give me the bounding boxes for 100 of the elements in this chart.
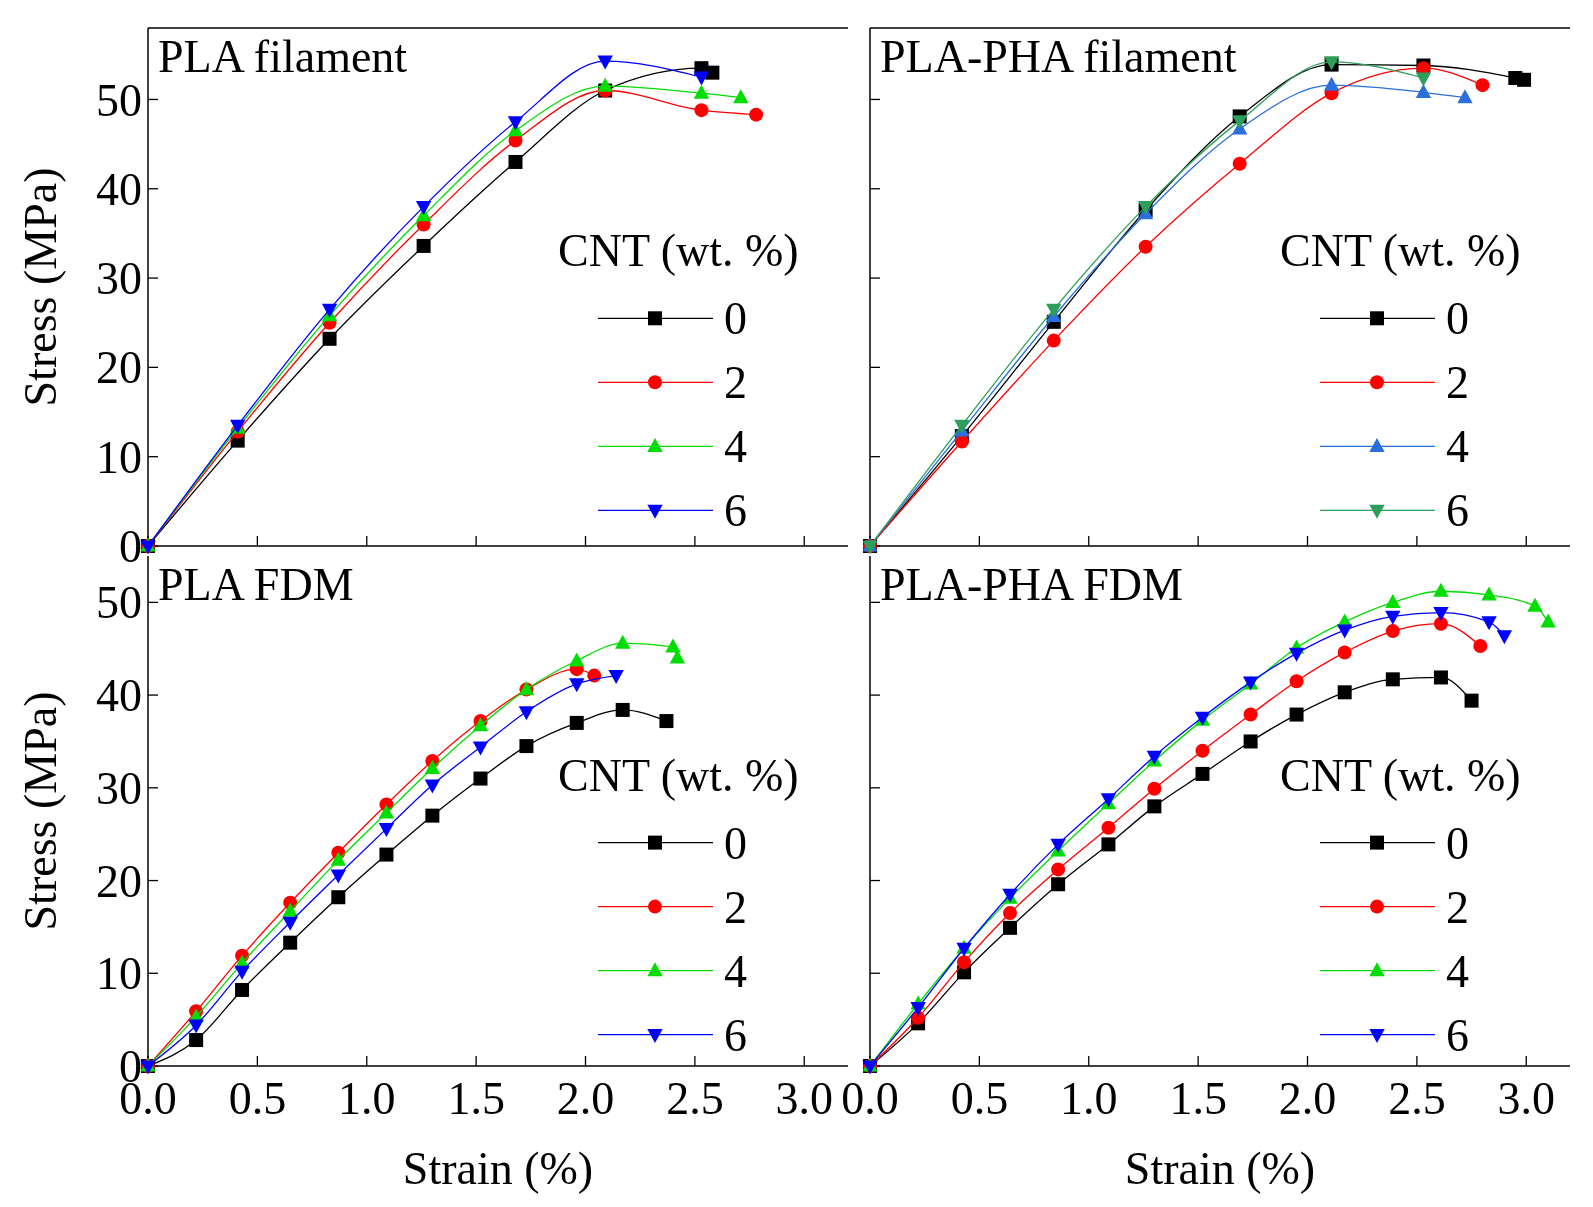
point bbox=[1415, 83, 1432, 98]
point bbox=[330, 851, 347, 866]
legend-label: 0 bbox=[724, 817, 747, 869]
point bbox=[1232, 156, 1247, 171]
y-tick-label: 0 bbox=[119, 521, 142, 573]
x-tick-label: 0.5 bbox=[228, 1073, 287, 1124]
legend-label: 2 bbox=[724, 357, 747, 409]
legend-label: 4 bbox=[724, 945, 747, 997]
point bbox=[473, 771, 488, 786]
legend-label: 4 bbox=[1446, 945, 1469, 997]
point bbox=[425, 808, 440, 823]
y-tick-label: 40 bbox=[96, 670, 142, 722]
chart-title: PLA filament bbox=[158, 31, 408, 82]
point bbox=[910, 1001, 926, 1016]
point bbox=[1288, 647, 1305, 662]
legend-title: CNT (wt. %) bbox=[558, 225, 799, 277]
point bbox=[1147, 799, 1162, 814]
point bbox=[957, 955, 972, 970]
point bbox=[749, 107, 764, 122]
point bbox=[1003, 906, 1017, 920]
x-tick-label: 0.5 bbox=[950, 1073, 1009, 1124]
point bbox=[569, 715, 584, 730]
point bbox=[416, 238, 431, 253]
legend-label: 6 bbox=[724, 485, 747, 537]
point bbox=[1243, 734, 1258, 749]
point bbox=[189, 1033, 204, 1048]
point bbox=[1336, 624, 1353, 639]
point bbox=[705, 65, 720, 80]
point bbox=[507, 116, 524, 131]
legend-title: CNT (wt. %) bbox=[558, 749, 799, 801]
point bbox=[1243, 707, 1258, 722]
point bbox=[1385, 593, 1401, 608]
point bbox=[1385, 624, 1400, 639]
point bbox=[693, 71, 710, 86]
x-tick-label: 1.0 bbox=[1060, 1073, 1118, 1124]
point bbox=[1003, 920, 1017, 935]
point bbox=[1138, 239, 1153, 254]
point bbox=[1385, 672, 1400, 687]
point bbox=[1289, 674, 1304, 689]
legend-label: 2 bbox=[1446, 357, 1469, 409]
point bbox=[472, 741, 489, 756]
y-axis-title: Stress (MPa) bbox=[15, 167, 66, 407]
legend-label: 6 bbox=[1446, 485, 1469, 537]
chart-title: PLA-PHA filament bbox=[880, 31, 1237, 82]
point bbox=[659, 714, 674, 729]
point bbox=[1050, 838, 1066, 853]
point bbox=[1540, 613, 1556, 628]
point bbox=[1337, 685, 1352, 700]
point bbox=[234, 965, 250, 980]
point bbox=[282, 916, 298, 931]
point bbox=[1433, 616, 1448, 631]
point bbox=[1046, 303, 1062, 318]
y-tick-label: 10 bbox=[96, 948, 142, 1000]
y-tick-label: 40 bbox=[96, 163, 142, 215]
legend-label: 2 bbox=[1446, 881, 1469, 933]
point bbox=[321, 303, 338, 318]
x-axis-title: Strain (%) bbox=[1124, 1143, 1316, 1194]
point bbox=[330, 869, 347, 884]
point bbox=[1195, 766, 1210, 781]
chart-title: PLA FDM bbox=[158, 559, 354, 610]
point bbox=[694, 103, 709, 118]
point bbox=[378, 804, 395, 819]
point bbox=[1464, 693, 1479, 708]
point bbox=[1473, 638, 1488, 653]
point bbox=[1517, 72, 1532, 87]
x-tick-label: 1.0 bbox=[338, 1073, 396, 1124]
point bbox=[693, 84, 710, 99]
y-tick-label: 20 bbox=[96, 855, 142, 907]
point bbox=[665, 638, 681, 653]
point bbox=[1415, 72, 1432, 87]
point bbox=[1289, 707, 1304, 722]
point bbox=[569, 678, 585, 693]
x-tick-label: 3.0 bbox=[775, 1073, 833, 1124]
legend-title: CNT (wt. %) bbox=[1280, 225, 1521, 277]
point bbox=[188, 1019, 204, 1034]
legend-label: 6 bbox=[1446, 1009, 1469, 1061]
legend-label: 0 bbox=[1446, 293, 1469, 345]
legend-label: 0 bbox=[724, 293, 747, 345]
legend-label: 6 bbox=[724, 1009, 747, 1061]
point bbox=[235, 982, 250, 997]
point bbox=[614, 634, 631, 649]
point bbox=[569, 652, 585, 667]
x-axis-title: Strain (%) bbox=[402, 1143, 594, 1194]
y-tick-label: 50 bbox=[96, 577, 142, 629]
point bbox=[954, 434, 969, 449]
point bbox=[1101, 837, 1116, 852]
x-tick-label: 2.5 bbox=[1388, 1073, 1446, 1124]
y-axis-title: Stress (MPa) bbox=[15, 691, 66, 931]
legend-label: 4 bbox=[724, 421, 747, 473]
y-tick-label: 20 bbox=[96, 342, 142, 394]
point bbox=[1323, 76, 1340, 91]
point bbox=[379, 847, 394, 862]
x-tick-label: 1.5 bbox=[447, 1073, 505, 1124]
point bbox=[508, 154, 523, 169]
point bbox=[733, 89, 749, 104]
x-tick-label: 1.5 bbox=[1169, 1073, 1227, 1124]
x-tick-label: 2.5 bbox=[666, 1073, 724, 1124]
point bbox=[1481, 586, 1497, 601]
point bbox=[597, 77, 613, 92]
point bbox=[518, 706, 535, 721]
